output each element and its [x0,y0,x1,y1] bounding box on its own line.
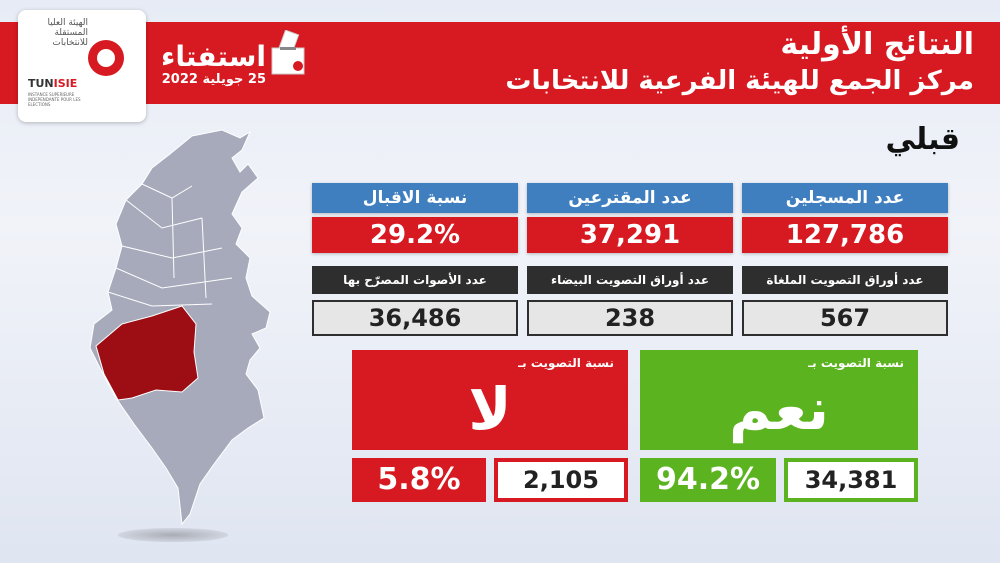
cancelled-ballots-value: 567 [742,300,948,336]
yes-vote-panel: نسبة التصويت بـ نعم [640,350,918,450]
yes-vote-label: نسبة التصويت بـ [808,356,904,370]
referendum-date: 25 جويلية 2022 [161,72,266,87]
yes-vote-percent: 94.2% [640,458,776,502]
ballot-box-icon [271,30,305,75]
header-bar [0,22,1000,104]
tunisia-map-icon [89,129,271,526]
cancelled-ballots-label: عدد أوراق التصويت الملغاة [742,266,948,294]
declared-votes-value: 36,486 [312,300,518,336]
yes-vote-word: نعم [729,375,829,443]
no-vote-word: لا [468,375,512,443]
referendum-title: استفتاء [161,40,266,73]
governorate-borders [107,183,233,307]
no-vote-panel: نسبة التصويت بـ لا [352,350,628,450]
isie-french-name: INSTANCE SUPERIEURE INDEPENDANTE POUR LE… [28,92,81,107]
page-title: النتائج الأولية [780,27,974,62]
declared-votes-label: عدد الأصوات المصرّح بها [312,266,518,294]
page-subtitle: مركز الجمع للهيئة الفرعية للانتخابات [505,66,974,96]
voters-label: عدد المقترعين [527,183,733,213]
kebili-region [95,305,199,401]
voters-value: 37,291 [527,217,733,253]
yes-vote-count: 34,381 [784,458,918,502]
no-vote-count: 2,105 [494,458,628,502]
map-shadow [118,528,228,542]
registered-value: 127,786 [742,217,948,253]
participation-label: نسبة الاقبال [312,183,518,213]
isie-logo-prefix: TUN [28,77,54,90]
participation-value: 29.2% [312,217,518,253]
flag-circle [97,49,115,67]
no-vote-percent: 5.8% [352,458,486,502]
isie-logo-text: TUNISIE [28,78,88,90]
blank-ballots-value: 238 [527,300,733,336]
registered-label: عدد المسجلين [742,183,948,213]
isie-arabic-name: الهيئة العليا المستقلة للانتخابات [47,18,88,48]
isie-logo-suffix: ISIE [53,77,78,90]
blank-ballots-label: عدد أوراق التصويت البيضاء [527,266,733,294]
no-vote-label: نسبة التصويت بـ [518,356,614,370]
isie-logo-card [18,10,146,122]
governorate-name: قبلي [885,122,961,157]
